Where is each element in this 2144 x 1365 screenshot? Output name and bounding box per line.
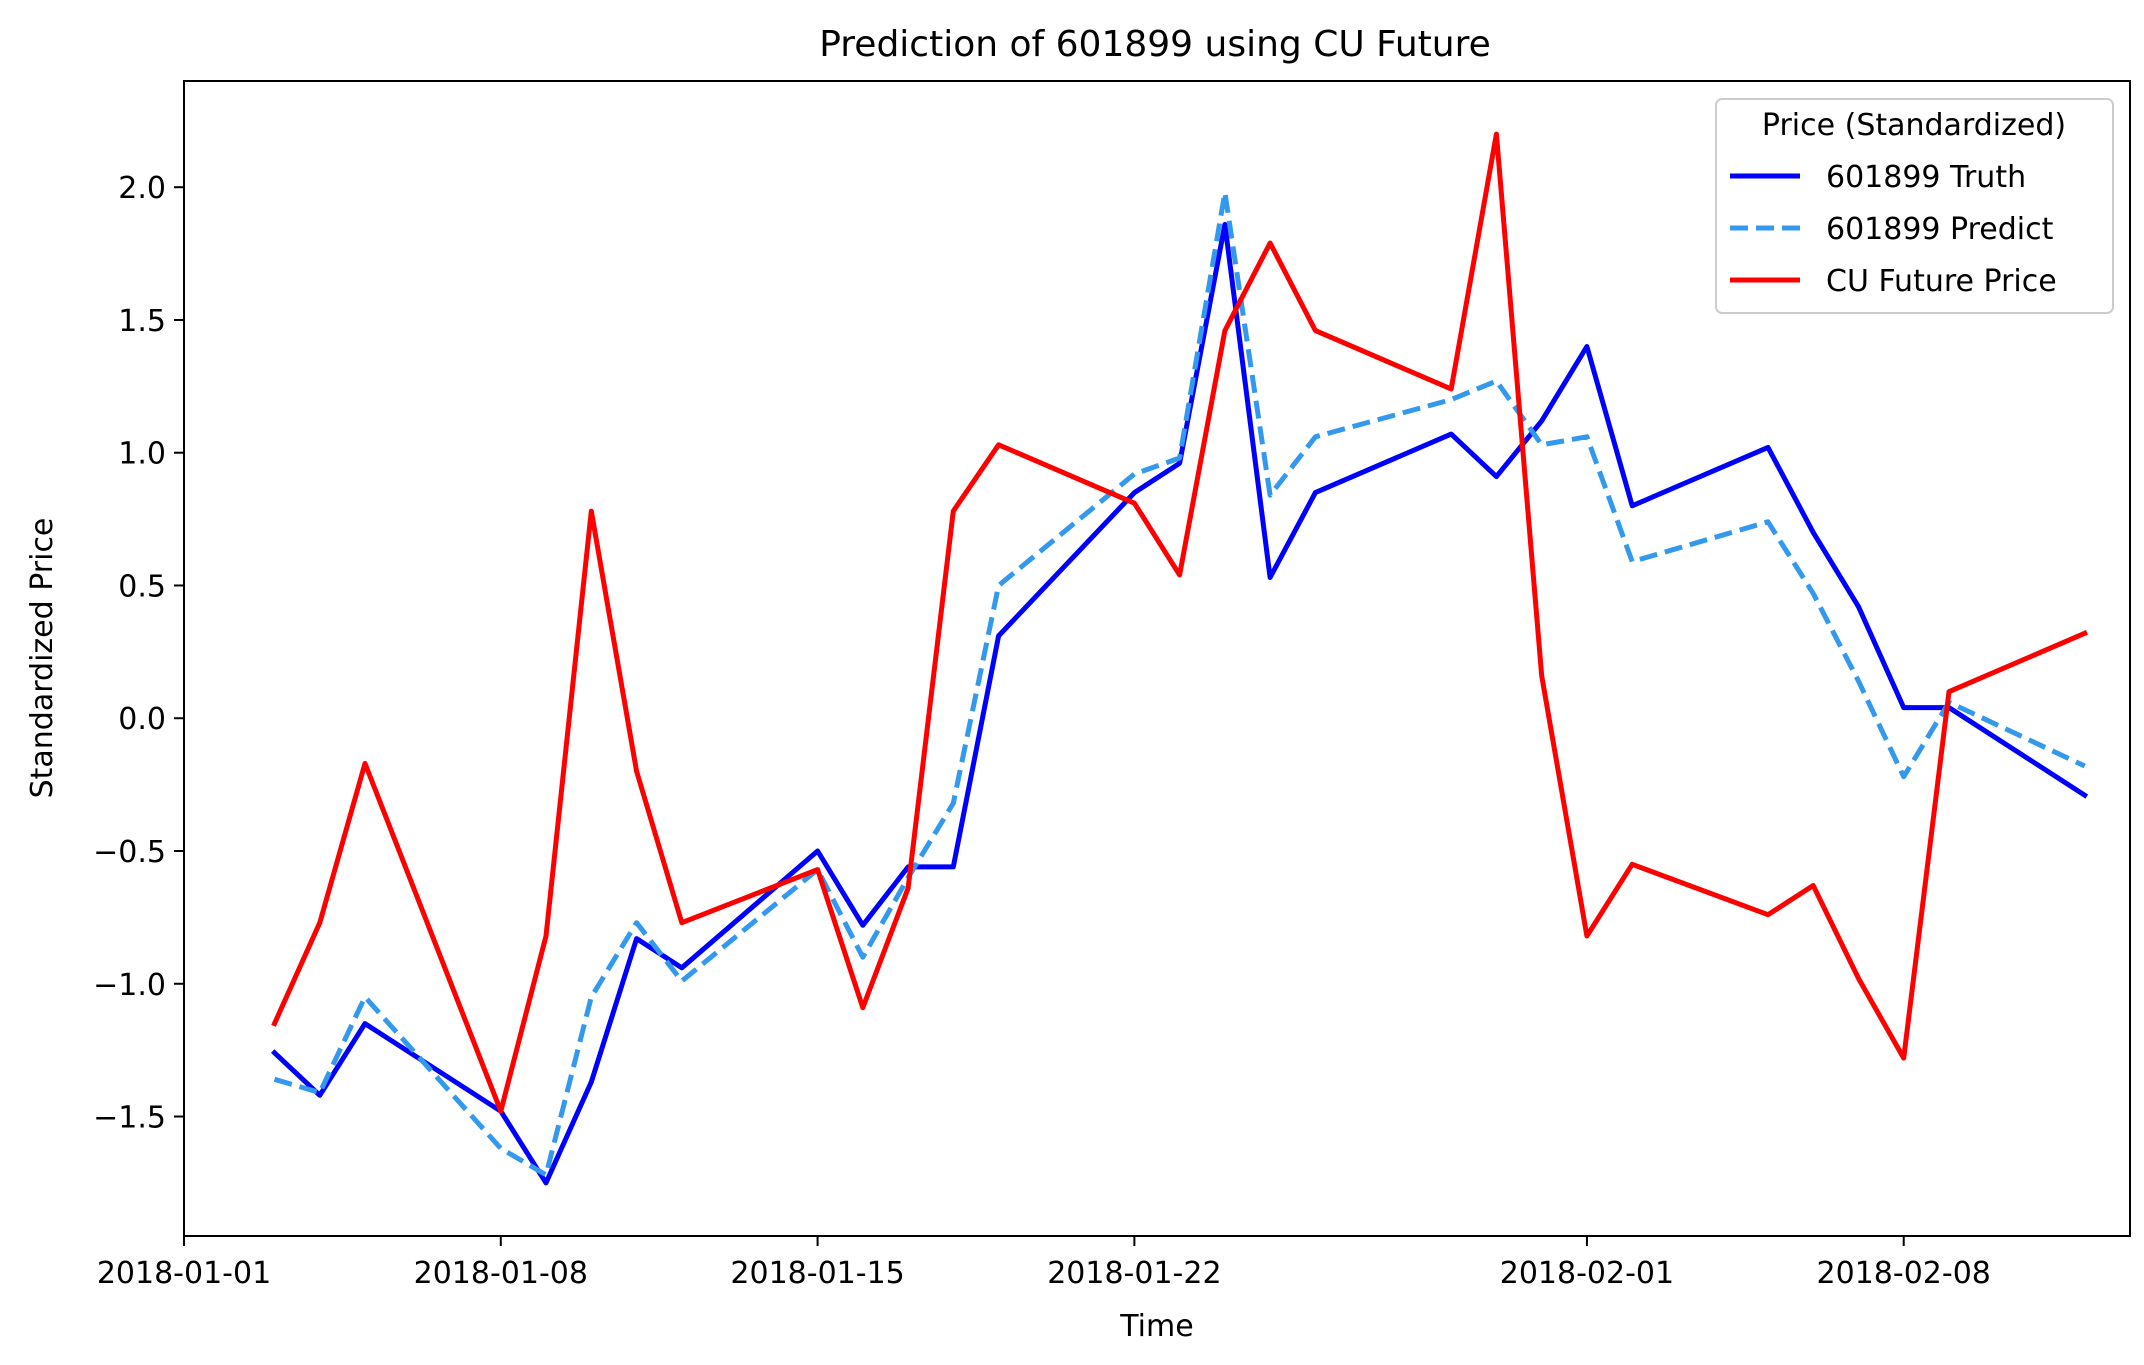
legend-title: Price (Standardized)	[1762, 108, 2066, 143]
y-tick-label: 0.5	[118, 569, 166, 604]
x-axis-title: Time	[1119, 1309, 1193, 1344]
x-tick-label: 2018-01-01	[97, 1256, 271, 1291]
y-tick-label: −1.0	[93, 968, 166, 1003]
x-tick-label: 2018-02-01	[1500, 1256, 1674, 1291]
x-tick-label: 2018-01-08	[414, 1256, 588, 1291]
x-tick-label: 2018-01-22	[1047, 1256, 1221, 1291]
y-axis-title: Standardized Price	[25, 518, 60, 799]
x-axis: 2018-01-01 2018-01-08 2018-01-15 2018-01-22…	[97, 1236, 1991, 1291]
x-tick-label: 2018-01-15	[730, 1256, 904, 1291]
legend-label: 601899 Predict	[1826, 212, 2054, 247]
legend-box	[1715, 98, 2114, 314]
series-line-0	[270, 221, 2089, 1186]
plot-frame	[183, 80, 2131, 1237]
legend-label: 601899 Truth	[1826, 160, 2026, 195]
chart-title: Prediction of 601899 using CU Future	[819, 24, 1491, 65]
series-line-2	[271, 131, 2088, 1114]
y-tick-label: 1.0	[118, 437, 166, 472]
y-axis: 2.0 1.5 1.0 0.5 0.0 −0.5 −1.0 −1.5	[93, 171, 184, 1136]
y-tick-label: 2.0	[118, 171, 166, 206]
y-tick-label: 0.0	[118, 702, 166, 737]
series-layer	[270, 131, 2089, 1186]
y-tick-label: −0.5	[93, 835, 166, 870]
series-line-1	[273, 190, 2086, 1178]
y-tick-label: −1.5	[93, 1101, 166, 1136]
y-tick-label: 1.5	[118, 304, 166, 339]
x-tick-label: 2018-02-08	[1817, 1256, 1991, 1291]
legend-label: CU Future Price	[1826, 264, 2057, 299]
legend: Price (Standardized) 601899 Truth 601899 …	[1715, 98, 2114, 314]
